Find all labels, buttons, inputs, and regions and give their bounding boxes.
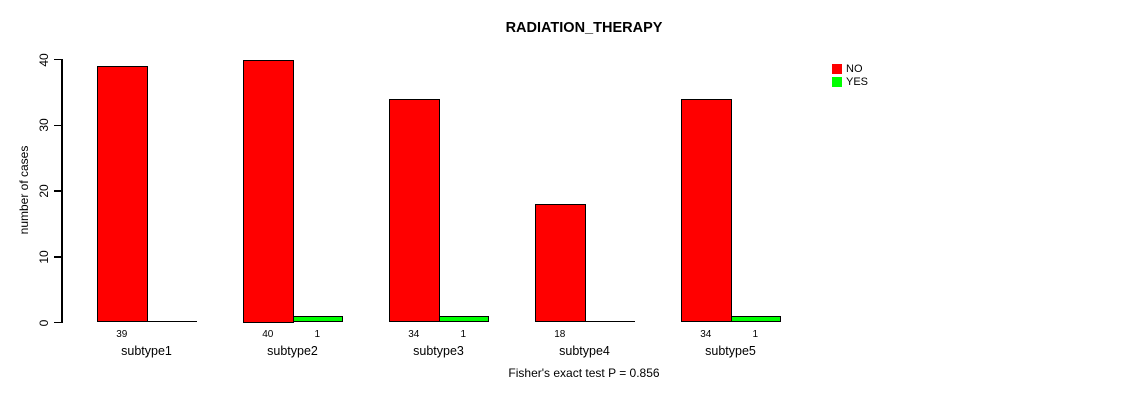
category-label-subtype4: subtype4 [559,343,610,358]
y-axis-tick-label: 30 [37,118,51,132]
y-axis-tick [54,58,62,61]
y-axis-tick-label: 10 [37,250,51,264]
y-axis-tick-label: 40 [37,52,51,67]
category-label-subtype2: subtype2 [267,343,318,358]
footer-caption: Fisher's exact test P = 0.856 [508,366,660,380]
y-axis-tick [54,124,62,126]
zero-bar-yes-subtype1 [146,321,197,323]
legend-swatch-no [832,64,842,74]
category-label-subtype5: subtype5 [705,343,756,358]
legend-label-yes: YES [846,76,869,88]
chart-title: RADIATION_THERAPY [505,20,663,36]
bar-count-label: 39 [116,329,128,340]
legend-row-no: NO [832,63,863,75]
bar-yes-subtype2 [292,315,343,323]
category-label-subtype1: subtype1 [121,343,172,358]
bar-count-label: 34 [408,329,420,340]
bar-no-subtype5 [681,98,732,323]
bar-count-label: 1 [460,329,467,340]
bar-yes-subtype3 [438,315,489,323]
bar-no-subtype3 [389,98,440,323]
legend-row-yes: YES [832,76,868,88]
bar-no-subtype2 [243,59,294,323]
legend-label-no: NO [846,63,863,75]
bar-no-subtype4 [535,204,586,323]
y-axis-line [61,59,63,323]
bar-count-label: 1 [314,329,321,340]
y-axis-label: number of cases [17,145,31,235]
zero-bar-yes-subtype4 [584,321,635,323]
bar-count-label: 18 [554,329,566,340]
bar-count-label: 34 [700,329,712,340]
category-label-subtype3: subtype3 [413,343,464,358]
y-axis-tick [54,190,62,192]
bar-yes-subtype5 [730,315,781,323]
bar-count-label: 40 [262,329,274,340]
y-axis-tick [54,321,62,324]
bar-no-subtype1 [97,66,148,323]
bar-count-label: 1 [752,329,759,340]
y-axis-tick-label: 20 [37,184,51,198]
y-axis-tick [54,256,62,258]
legend-swatch-yes [832,77,842,87]
y-axis-tick-label: 0 [37,319,51,326]
